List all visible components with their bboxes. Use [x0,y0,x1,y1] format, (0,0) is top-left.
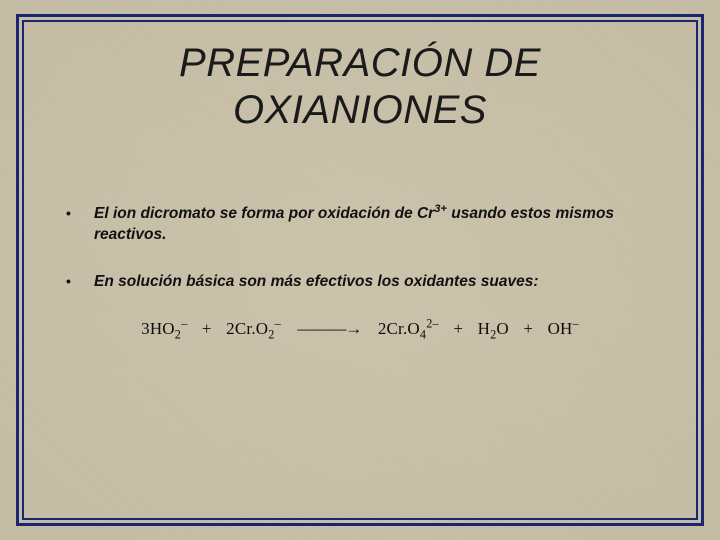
bullet-list: El ion dicromato se forma por oxidación … [58,204,662,293]
eq-term: 2Cr.O42– [378,319,439,338]
chemical-equation: 3HO2– + 2Cr.O2– ———→ 2Cr.O42– + H2O + OH… [58,319,662,339]
eq-term: H2O [478,319,509,338]
title-line-1: PREPARACIÓN DE [179,41,541,85]
inner-border: PREPARACIÓN DE OXIANIONES El ion dicroma… [22,20,698,520]
plus-sign: + [453,319,463,338]
bullet-text-pre: El ion dicromato se forma por oxidación … [94,205,434,222]
reaction-arrow: ———→ [297,319,361,338]
bullet-item: El ion dicromato se forma por oxidación … [66,204,662,246]
eq-term: 3HO2– [141,319,187,338]
bullet-item: En solución básica son más efectivos los… [66,272,662,293]
slide-title: PREPARACIÓN DE OXIANIONES [58,40,662,134]
title-line-2: OXIANIONES [233,88,487,132]
outer-border: PREPARACIÓN DE OXIANIONES El ion dicroma… [16,14,704,526]
eq-term: 2Cr.O2– [226,319,281,338]
eq-term: OH– [548,319,579,338]
bullet-text-pre: En solución básica son más efectivos los… [94,273,539,290]
bullet-sup: 3+ [434,203,447,215]
plus-sign: + [523,319,533,338]
plus-sign: + [202,319,212,338]
slide-content: PREPARACIÓN DE OXIANIONES El ion dicroma… [24,22,696,518]
